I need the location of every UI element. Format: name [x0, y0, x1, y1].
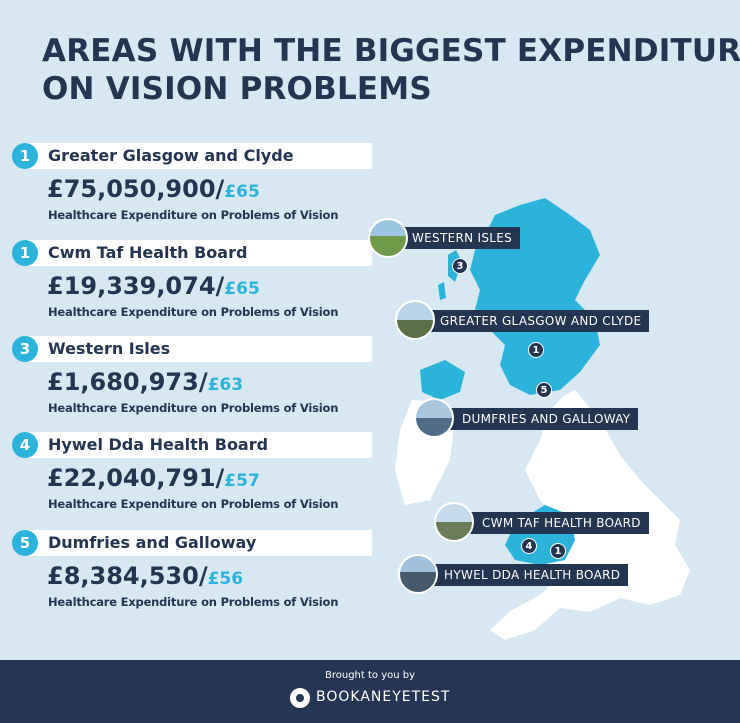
area-name: Greater Glasgow and Clyde: [48, 146, 294, 165]
location-photo: [414, 398, 454, 438]
eye-logo-icon: [290, 688, 310, 708]
map-label-hywel-dda: HYWEL DDA HEALTH BOARD: [414, 564, 629, 586]
name-bar: [22, 143, 372, 169]
ranking-item: 3 Western Isles £1,680,973/£63 Healthcar…: [0, 336, 740, 434]
rank-badge: 5: [12, 530, 38, 556]
area-name: Hywel Dda Health Board: [48, 435, 269, 454]
isle-shape-2: [438, 282, 446, 300]
rank-badge: 4: [12, 432, 38, 458]
page-title: AREAS WITH THE BIGGEST EXPENDITURE ON VI…: [42, 32, 740, 108]
title-line-1: AREAS WITH THE BIGGEST EXPENDITURE: [42, 33, 740, 69]
name-bar: [22, 336, 372, 362]
area-name: Cwm Taf Health Board: [48, 243, 248, 262]
northern-ireland-shape: [420, 360, 465, 400]
rank-badge: 3: [12, 336, 38, 362]
location-photo: [434, 502, 474, 542]
per-person-amount: £65: [224, 182, 260, 202]
map-pin: 4: [521, 538, 537, 554]
per-person-amount: £56: [207, 569, 244, 589]
name-bar: [22, 432, 372, 458]
expenditure-label: Healthcare Expenditure on Problems of Vi…: [48, 208, 339, 222]
per-person-amount: £63: [207, 375, 244, 395]
expenditure-label: Healthcare Expenditure on Problems of Vi…: [48, 305, 339, 319]
map-pin: 3: [452, 258, 468, 274]
ranking-item: 1 Greater Glasgow and Clyde £75,050,900/…: [0, 143, 740, 241]
location-photo: [395, 300, 435, 340]
total-amount: £75,050,900/: [47, 175, 225, 203]
map-pin: 1: [528, 342, 544, 358]
brand-name: BOOKANEYETEST: [316, 689, 451, 705]
area-name: Dumfries and Galloway: [48, 533, 257, 552]
expenditure-amount: £1,680,973/£63: [47, 368, 243, 396]
total-amount: £1,680,973/: [47, 368, 208, 396]
map-label-greater-glasgow: GREATER GLASGOW AND CLYDE: [410, 310, 650, 332]
expenditure-amount: £19,339,074/£65: [47, 272, 260, 300]
location-photo: [398, 554, 438, 594]
ranking-item: 4 Hywel Dda Health Board £22,040,791/£57…: [0, 432, 740, 530]
per-person-amount: £65: [224, 279, 260, 299]
area-name: Western Isles: [48, 339, 171, 358]
ranking-item: 5 Dumfries and Galloway £8,384,530/£56 H…: [0, 530, 740, 628]
ranking-item: 1 Cwm Taf Health Board £19,339,074/£65 H…: [0, 240, 740, 338]
footer: Brought to you by BOOKANEYETEST: [0, 660, 740, 723]
expenditure-amount: £22,040,791/£57: [47, 464, 260, 492]
name-bar: [22, 240, 372, 266]
expenditure-label: Healthcare Expenditure on Problems of Vi…: [48, 595, 339, 609]
map-label-western-isles: WESTERN ISLES: [382, 227, 521, 249]
location-photo: [368, 218, 408, 258]
per-person-amount: £57: [224, 471, 260, 491]
rank-badge: 1: [12, 143, 38, 169]
expenditure-label: Healthcare Expenditure on Problems of Vi…: [48, 497, 339, 511]
total-amount: £19,339,074/: [47, 272, 225, 300]
title-line-2: ON VISION PROBLEMS: [42, 71, 432, 107]
map-label-dumfries: DUMFRIES AND GALLOWAY: [432, 408, 639, 430]
expenditure-label: Healthcare Expenditure on Problems of Vi…: [48, 401, 339, 415]
total-amount: £22,040,791/: [47, 464, 225, 492]
map-label-cwm-taf: CWM TAF HEALTH BOARD: [452, 512, 649, 534]
rank-badge: 1: [12, 240, 38, 266]
total-amount: £8,384,530/: [47, 562, 208, 590]
expenditure-amount: £8,384,530/£56: [47, 562, 243, 590]
map-pin: 1: [550, 543, 566, 559]
name-bar: [22, 530, 372, 556]
map-pin: 5: [536, 382, 552, 398]
expenditure-amount: £75,050,900/£65: [47, 175, 260, 203]
brought-by-text: Brought to you by: [324, 670, 416, 681]
